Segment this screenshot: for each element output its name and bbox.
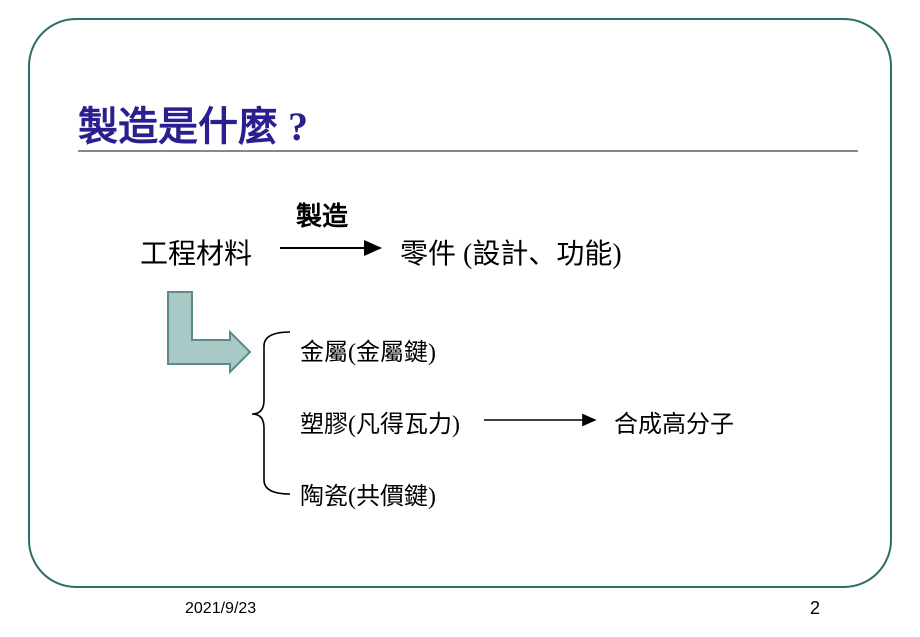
footer-page-number: 2	[810, 598, 820, 619]
curly-bracket	[0, 0, 920, 637]
slide: 製造是什麼 ? 工程材料 製造 零件 (設計、功能) 金屬(金屬鍵) 塑膠(凡得…	[0, 0, 920, 637]
footer-date: 2021/9/23	[185, 600, 256, 618]
